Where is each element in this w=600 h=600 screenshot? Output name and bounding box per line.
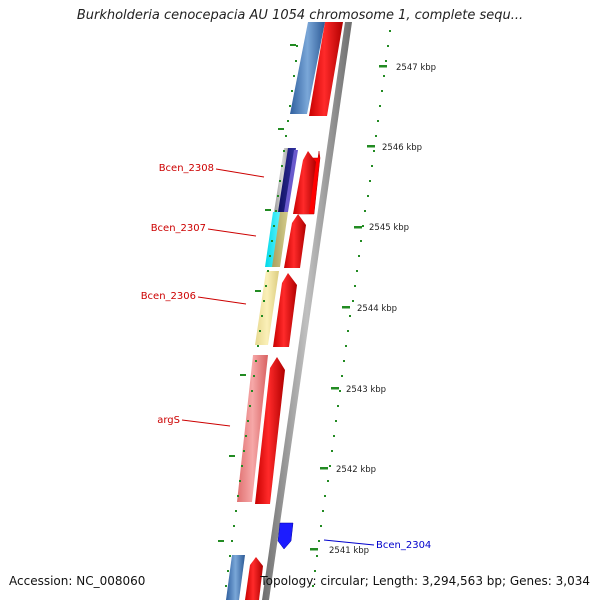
- cds-reverse-bcen-2306: [255, 271, 279, 345]
- gene-label-leader: [207, 228, 257, 237]
- cds-reverse: [226, 555, 245, 600]
- cds-forward-bcen-2306: [273, 273, 297, 347]
- gene-label-bcen-2308[interactable]: Bcen_2308: [159, 163, 214, 174]
- gene-label-leader: [323, 539, 375, 546]
- genome-backbone: [262, 22, 352, 600]
- gene-label-bcen-2307[interactable]: Bcen_2307: [151, 223, 206, 234]
- ruler-tick-label: 2541 kbp: [329, 546, 369, 556]
- gene-label-bcen-2306[interactable]: Bcen_2306: [141, 291, 196, 302]
- cds-forward: [245, 557, 263, 600]
- outer-dotted-ruler: [312, 30, 391, 587]
- accession-label: Accession: NC_008060: [9, 574, 146, 588]
- cds-reverse: [290, 22, 325, 114]
- cds-forward-args: [255, 357, 285, 504]
- cds-reverse-bcen-2308: [284, 150, 298, 212]
- gene-label-leader: [197, 296, 247, 305]
- cds-forward-bcen-2308: [293, 151, 316, 214]
- inner-dotted-guide: [218, 44, 298, 587]
- gene-label-leader: [215, 168, 265, 178]
- gene-label-leader: [181, 419, 231, 427]
- ruler-tick-label: 2543 kbp: [346, 385, 386, 395]
- cds-reverse-bcen-2307: [265, 212, 281, 267]
- genome-summary: Topology: circular; Length: 3,294,563 bp…: [260, 574, 590, 588]
- cds-reverse-bcen-2304: [277, 522, 294, 550]
- ruler-tick-label: 2545 kbp: [369, 223, 409, 233]
- cds-forward: [309, 22, 343, 116]
- cds-reverse-bcen-2308: [278, 148, 296, 212]
- cds-forward-bcen-2307: [284, 214, 306, 268]
- ruler-major-ticks: [310, 65, 387, 551]
- cds-reverse-args: [237, 355, 268, 502]
- ruler-tick-label: 2542 kbp: [336, 465, 376, 475]
- map-title: Burkholderia cenocepacia AU 1054 chromos…: [76, 8, 524, 23]
- gene-label-args[interactable]: argS: [157, 415, 180, 426]
- ruler-tick-label: 2546 kbp: [382, 143, 422, 153]
- ruler-tick-label: 2547 kbp: [396, 63, 436, 73]
- cds-reverse-bcen-2307: [272, 212, 288, 267]
- ruler-tick-label: 2544 kbp: [357, 304, 397, 314]
- gene-label-bcen-2304[interactable]: Bcen_2304: [376, 540, 431, 551]
